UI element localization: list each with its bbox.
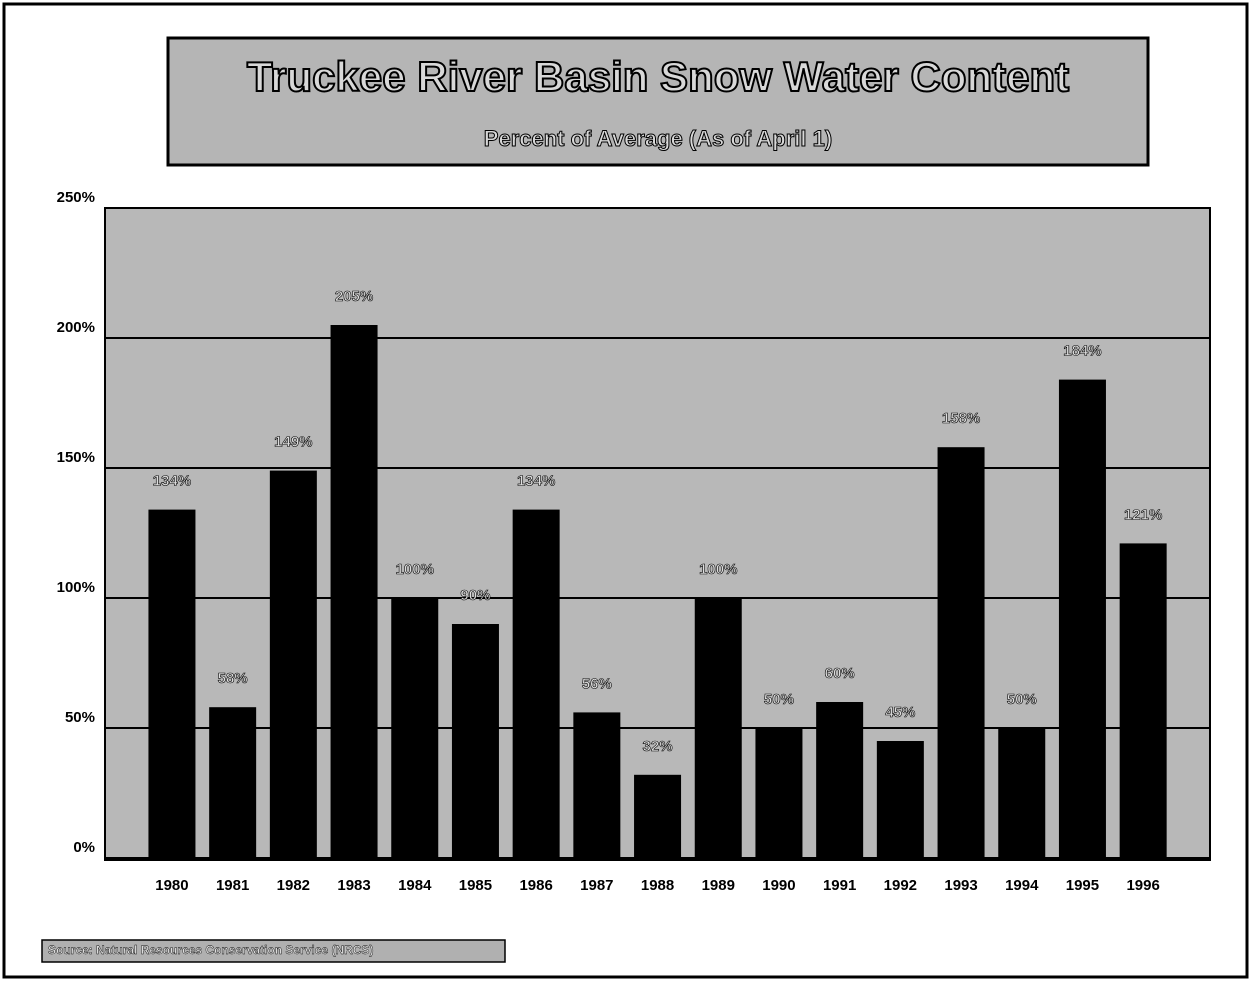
bar xyxy=(209,707,257,858)
x-tick-label: 1995 xyxy=(1066,877,1099,894)
source-box xyxy=(41,939,506,963)
bar xyxy=(998,728,1046,858)
x-tick-label: 1996 xyxy=(1126,877,1159,894)
x-tick-label: 1991 xyxy=(823,877,856,894)
source-note: Source: Natural Resources Conservation S… xyxy=(48,943,373,957)
data-label: 100% xyxy=(699,561,737,578)
y-tick-label: 50% xyxy=(65,709,95,726)
x-tick-label: 1986 xyxy=(519,877,552,894)
data-label: 134% xyxy=(153,473,191,490)
y-tick-label: 200% xyxy=(57,319,95,336)
x-tick-label: 1994 xyxy=(1005,877,1039,894)
x-tick-label: 1993 xyxy=(944,877,977,894)
y-tick-label: 250% xyxy=(57,189,95,206)
data-label: 50% xyxy=(764,691,794,708)
x-tick-label: 1982 xyxy=(277,877,310,894)
bar xyxy=(330,325,378,858)
bar xyxy=(269,470,317,858)
x-tick-label: 1992 xyxy=(884,877,917,894)
data-label: 184% xyxy=(1063,343,1101,360)
x-tick-label: 1988 xyxy=(641,877,674,894)
data-label: 90% xyxy=(460,587,490,604)
x-tick-label: 1990 xyxy=(762,877,795,894)
y-tick-label: 0% xyxy=(73,839,95,856)
data-label: 158% xyxy=(942,410,980,427)
y-tick-label: 100% xyxy=(57,579,95,596)
x-tick-label: 1984 xyxy=(398,877,432,894)
bar xyxy=(937,447,985,858)
data-label: 60% xyxy=(825,665,855,682)
bar xyxy=(634,774,682,858)
data-label: 50% xyxy=(1007,691,1037,708)
data-label: 58% xyxy=(218,670,248,687)
bar xyxy=(876,741,924,858)
bar xyxy=(512,509,560,858)
x-tick-label: 1981 xyxy=(216,877,249,894)
y-tick-label: 150% xyxy=(57,449,95,466)
x-tick-label: 1987 xyxy=(580,877,613,894)
bar xyxy=(1119,543,1167,858)
data-label: 134% xyxy=(517,473,555,490)
data-label: 205% xyxy=(335,288,373,305)
title-box xyxy=(166,36,1150,167)
chart-subtitle: Percent of Average (As of April 1) xyxy=(484,126,832,151)
bar xyxy=(573,712,621,858)
bar xyxy=(1058,379,1106,858)
x-tick-label: 1985 xyxy=(459,877,492,894)
x-tick-label: 1980 xyxy=(155,877,188,894)
chart-title: Truckee River Basin Snow Water Content xyxy=(247,53,1069,100)
bar xyxy=(755,728,803,858)
data-label: 100% xyxy=(396,561,434,578)
data-label: 56% xyxy=(582,675,612,692)
x-tick-label: 1989 xyxy=(702,877,735,894)
bar xyxy=(148,509,196,858)
data-label: 45% xyxy=(885,704,915,721)
data-label: 32% xyxy=(643,738,673,755)
x-tick-label: 1983 xyxy=(337,877,370,894)
data-label: 149% xyxy=(274,434,312,451)
data-label: 121% xyxy=(1124,506,1162,523)
bar xyxy=(816,702,864,858)
bar xyxy=(451,624,499,858)
bar xyxy=(694,598,742,858)
bar xyxy=(391,598,439,858)
